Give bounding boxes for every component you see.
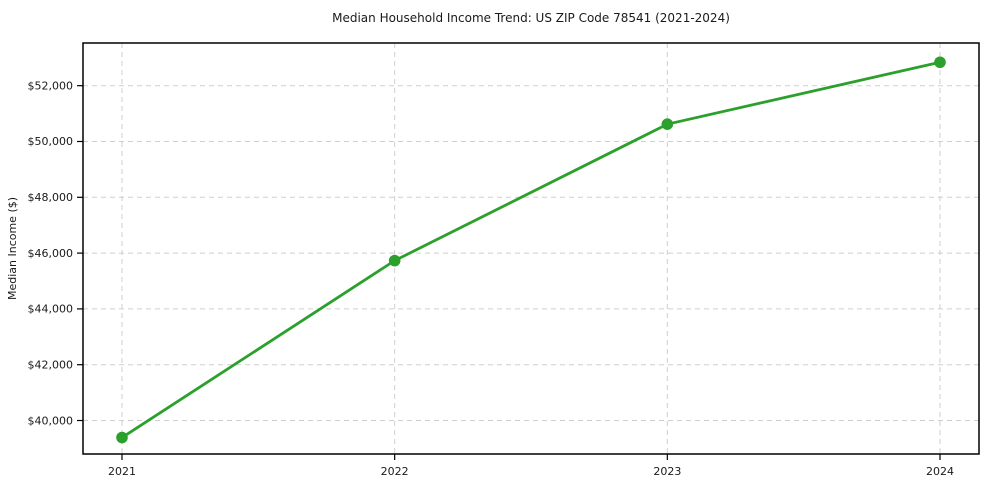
- y-axis-label: Median Income ($): [6, 197, 19, 300]
- x-tick-label: 2024: [926, 465, 954, 478]
- x-axis: 2021 2022 2023 2024: [108, 454, 954, 478]
- grid: [83, 43, 979, 454]
- x-tick-label: 2022: [381, 465, 409, 478]
- chart-title: Median Household Income Trend: US ZIP Co…: [332, 11, 730, 25]
- data-point-marker: [116, 431, 128, 444]
- income-line-series: [120, 60, 942, 439]
- y-tick-label: $46,000: [28, 247, 74, 260]
- y-tick-label: $40,000: [28, 414, 74, 427]
- data-point-marker: [934, 56, 946, 69]
- y-axis: $40,000 $42,000 $44,000 $46,000 $48,000 $50,0…: [28, 79, 83, 427]
- y-tick-label: $42,000: [28, 358, 74, 371]
- x-tick-label: 2023: [653, 465, 681, 478]
- y-tick-label: $44,000: [28, 303, 74, 316]
- data-point-marker: [661, 118, 674, 130]
- data-markers: [116, 56, 946, 444]
- x-tick-label: 2021: [108, 465, 136, 478]
- plot-border: [82, 42, 980, 455]
- y-tick-label: $48,000: [28, 191, 74, 204]
- data-point-marker: [388, 254, 401, 267]
- y-tick-label: $52,000: [28, 79, 74, 92]
- y-tick-label: $50,000: [28, 135, 74, 148]
